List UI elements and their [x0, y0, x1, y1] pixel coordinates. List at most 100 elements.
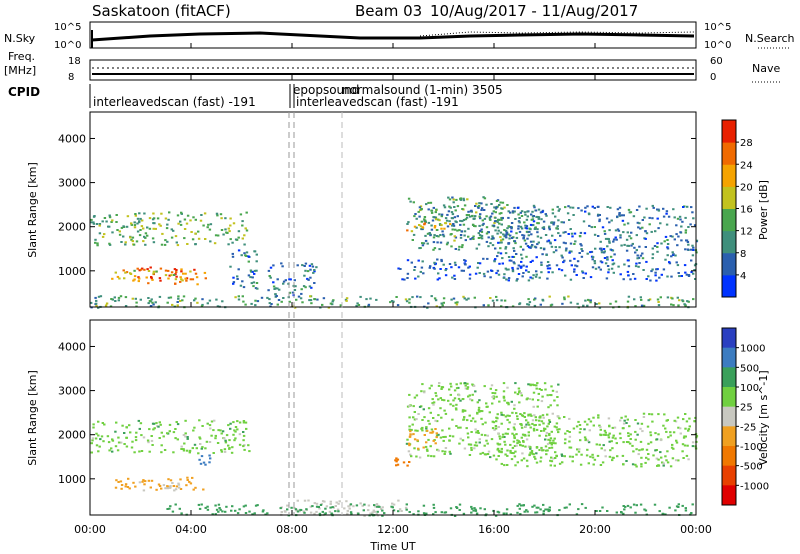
heatmap-cell: [435, 432, 438, 435]
heatmap-cell: [684, 507, 687, 510]
x-tick-label: 08:00: [276, 523, 308, 536]
heatmap-cell: [635, 262, 638, 265]
heatmap-cell: [444, 222, 447, 225]
heatmap-cell: [221, 430, 225, 433]
heatmap-cell: [204, 447, 207, 450]
heatmap-cell: [141, 267, 144, 270]
heatmap-cell: [465, 427, 468, 430]
heatmap-cell: [178, 507, 181, 510]
heatmap-cell: [457, 397, 461, 400]
heatmap-cell: [673, 419, 676, 422]
heatmap-cell: [530, 451, 533, 454]
heatmap-cell: [188, 480, 191, 483]
heatmap-cell: [152, 303, 155, 306]
freq-panel: Freq. [MHz] Nave 18 8 60 0: [4, 50, 782, 83]
heatmap-cell: [475, 431, 478, 434]
heatmap-cell: [186, 476, 189, 479]
heatmap-cell: [464, 382, 467, 385]
heatmap-cell: [614, 437, 617, 440]
heatmap-cell: [138, 427, 141, 430]
heatmap-cell: [98, 445, 101, 448]
heatmap-cell: [517, 227, 520, 230]
heatmap-cell: [151, 444, 154, 446]
heatmap-cell: [499, 241, 502, 244]
heatmap-cell: [501, 238, 505, 241]
heatmap-cell: [557, 383, 560, 386]
heatmap-cell: [627, 244, 630, 247]
heatmap-cell: [595, 443, 598, 446]
heatmap-cell: [589, 276, 593, 279]
heatmap-cell: [514, 391, 517, 394]
heatmap-cell: [470, 431, 473, 433]
heatmap-cell: [629, 278, 632, 281]
heatmap-cell: [644, 461, 647, 464]
heatmap-cell: [583, 428, 586, 431]
heatmap-cell: [472, 217, 475, 220]
heatmap-cell: [438, 219, 441, 222]
heatmap-cell: [471, 214, 474, 217]
heatmap-cell: [103, 217, 107, 219]
heatmap-cell: [519, 245, 522, 248]
x-tick-label: 16:00: [478, 523, 510, 536]
heatmap-cell: [546, 264, 549, 267]
heatmap-cell: [527, 445, 531, 448]
heatmap-cell: [194, 243, 197, 246]
heatmap-cell: [627, 441, 630, 444]
heatmap-cell: [618, 214, 622, 217]
heatmap-cell: [129, 272, 132, 275]
heatmap-cell: [582, 304, 585, 307]
heatmap-cell: [514, 242, 517, 245]
heatmap-cell: [108, 216, 112, 219]
heatmap-cell: [474, 428, 477, 431]
heatmap-cell: [569, 301, 573, 304]
heatmap-cell: [614, 236, 617, 239]
heatmap-cell: [106, 435, 110, 438]
heatmap-cell: [677, 304, 680, 307]
heatmap-cell: [395, 457, 398, 460]
heatmap-cell: [540, 264, 543, 266]
heatmap-cell: [673, 238, 676, 241]
heatmap-cell: [606, 256, 609, 259]
heatmap-cell: [463, 230, 467, 233]
heatmap-cell: [517, 387, 521, 390]
heatmap-cell: [448, 450, 451, 453]
heatmap-cell: [103, 423, 106, 426]
heatmap-cell: [504, 252, 508, 255]
heatmap-cell: [535, 446, 539, 448]
heatmap-cell: [152, 212, 155, 215]
y-tick-label: 2000: [58, 221, 86, 234]
heatmap-cell: [509, 234, 512, 237]
heatmap-cell: [474, 441, 478, 444]
heatmap-cell: [237, 295, 240, 298]
heatmap-cell: [568, 250, 572, 253]
heatmap-cell: [428, 387, 431, 390]
heatmap-cell: [234, 437, 237, 440]
heatmap-cell: [469, 238, 472, 241]
heatmap-cell: [295, 509, 298, 512]
heatmap-cell: [629, 433, 632, 436]
heatmap-cell: [117, 436, 120, 439]
heatmap-cell: [371, 511, 374, 514]
heatmap-cell: [559, 234, 562, 237]
heatmap-cell: [692, 246, 695, 249]
heatmap-cell: [513, 262, 516, 265]
heatmap-cell: [677, 235, 680, 238]
heatmap-cell: [640, 298, 643, 301]
heatmap-cell: [262, 509, 265, 512]
heatmap-cell: [463, 259, 466, 262]
heatmap-cell: [645, 260, 648, 263]
heatmap-cell: [579, 243, 582, 246]
heatmap-cell: [381, 514, 384, 517]
heatmap-cell: [545, 434, 548, 437]
heatmap-cell: [632, 450, 635, 453]
heatmap-cell: [513, 404, 516, 407]
heatmap-cell: [684, 435, 687, 438]
heatmap-cell: [245, 211, 248, 214]
heatmap-cell: [268, 302, 271, 305]
heatmap-cell: [456, 301, 459, 304]
heatmap-cell: [666, 243, 670, 245]
heatmap-cell: [592, 424, 595, 427]
heatmap-cell: [514, 382, 517, 385]
heatmap-cell: [525, 438, 529, 441]
heatmap-cell: [411, 296, 414, 299]
